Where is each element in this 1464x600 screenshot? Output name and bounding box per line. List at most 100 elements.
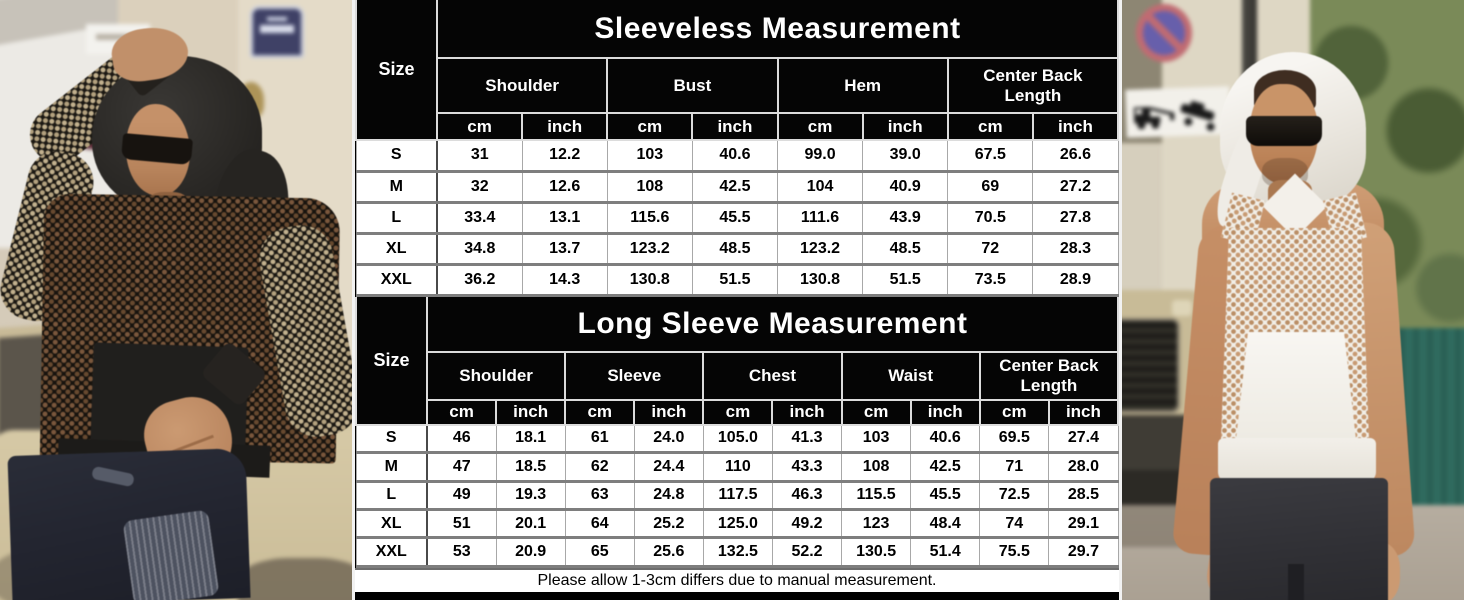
measurement-value: 24.4 bbox=[633, 452, 704, 483]
measurement-value: 43.3 bbox=[771, 452, 843, 483]
measurement-value: 110 bbox=[702, 452, 773, 483]
right-product-photo bbox=[1122, 0, 1464, 600]
measurement-value: 49.2 bbox=[771, 508, 843, 540]
unit-header-inch: inch bbox=[691, 112, 779, 141]
size-label: M bbox=[355, 452, 428, 483]
left-product-photo bbox=[0, 0, 352, 600]
size-label: L bbox=[355, 201, 438, 235]
measurement-value: 123 bbox=[841, 508, 912, 540]
unit-header-cm: cm bbox=[946, 112, 1034, 141]
measurement-value: 27.4 bbox=[1048, 423, 1119, 455]
measurement-value: 73.5 bbox=[947, 263, 1034, 297]
size-label: M bbox=[355, 170, 438, 204]
measurement-value: 46.3 bbox=[771, 480, 843, 511]
solid-kangaroo-pocket bbox=[1236, 332, 1356, 440]
measurement-value: 103 bbox=[841, 423, 912, 455]
no-parking-sign-icon bbox=[1136, 4, 1192, 62]
measurement-value: 53 bbox=[426, 537, 497, 568]
plaque-text-line bbox=[260, 25, 294, 33]
measurement-value: 42.5 bbox=[691, 170, 779, 204]
measurement-value: 14.3 bbox=[521, 263, 608, 297]
measurement-value: 48.5 bbox=[691, 232, 779, 266]
unit-header-cm: cm bbox=[978, 398, 1050, 426]
measurement-value: 123.2 bbox=[776, 232, 864, 266]
measurement-value: 52.2 bbox=[771, 537, 843, 568]
tank-hem-band bbox=[1218, 438, 1376, 482]
table-title: Sleeveless Measurement bbox=[436, 0, 1119, 59]
measurement-value: 12.2 bbox=[521, 139, 608, 173]
measurement-value: 117.5 bbox=[702, 480, 773, 511]
measurement-value: 18.5 bbox=[495, 452, 566, 483]
size-label: S bbox=[355, 140, 438, 173]
measurement-value: 62 bbox=[564, 452, 635, 483]
measurement-value: 25.2 bbox=[633, 508, 704, 540]
pants-leg-split-shadow bbox=[1288, 564, 1304, 600]
measurement-value: 18.1 bbox=[495, 423, 566, 455]
unit-header-inch: inch bbox=[495, 398, 567, 426]
measurement-value: 41.3 bbox=[771, 423, 843, 455]
bottom-black-strip bbox=[355, 592, 1119, 600]
size-row-xxl: XXL 53 20.9 65 25.6 132.5 52.2 130.5 51.4 75.5 29.… bbox=[355, 537, 1119, 568]
measurement-value: 130.5 bbox=[841, 537, 912, 568]
sunglasses bbox=[1246, 116, 1322, 146]
size-row-s: S 46 18.1 61 24.0 105.0 41.3 103 40.6 69.5 27.4 bbox=[355, 423, 1119, 455]
jeans-ripped-patch bbox=[122, 509, 220, 600]
group-header-center-back-length: Center Back Length bbox=[946, 57, 1119, 114]
measurement-value: 46 bbox=[426, 423, 497, 455]
measurement-value: 61 bbox=[564, 423, 635, 455]
measurement-value: 24.8 bbox=[633, 480, 704, 511]
sleeveless-measurement-table: Size Sleeveless Measurement Shoulder Bust… bbox=[355, 0, 1119, 297]
measurement-value: 42.5 bbox=[910, 452, 981, 483]
size-row-m: M 32 12.6 108 42.5 104 40.9 69 27.2 bbox=[355, 170, 1119, 204]
charcoal-pants bbox=[1210, 478, 1388, 600]
measurement-value: 13.7 bbox=[521, 232, 608, 266]
measurement-value: 103 bbox=[606, 139, 693, 173]
size-row-s: S 31 12.2 103 40.6 99.0 39.0 67.5 26.6 bbox=[355, 139, 1119, 173]
measurement-tables: Size Sleeveless Measurement Shoulder Bust… bbox=[352, 0, 1122, 600]
group-header-shoulder: Shoulder bbox=[435, 57, 609, 114]
measurement-value: 125.0 bbox=[702, 508, 773, 540]
unit-header-cm: cm bbox=[564, 398, 636, 426]
measurement-value: 20.1 bbox=[495, 508, 566, 540]
measurement-value: 72.5 bbox=[979, 480, 1050, 511]
measurement-value: 40.6 bbox=[691, 139, 779, 173]
size-label: S bbox=[355, 424, 428, 455]
measurement-value: 20.9 bbox=[495, 537, 566, 568]
size-label: L bbox=[355, 480, 428, 511]
measurement-disclaimer: Please allow 1-3cm differs due to manual… bbox=[355, 567, 1119, 592]
unit-header-inch: inch bbox=[633, 398, 705, 426]
measurement-value: 132.5 bbox=[702, 537, 773, 568]
measurement-value: 13.1 bbox=[521, 201, 608, 235]
tow-away-sign bbox=[1125, 86, 1231, 138]
measurement-value: 40.9 bbox=[862, 170, 949, 204]
measurement-value: 51.5 bbox=[691, 263, 779, 297]
measurement-value: 51.4 bbox=[910, 537, 981, 568]
title-row: Size Long Sleeve Measurement bbox=[355, 296, 1119, 426]
group-header-sleeve: Sleeve bbox=[564, 350, 705, 401]
measurement-value: 111.6 bbox=[776, 201, 864, 235]
size-label: XL bbox=[355, 508, 428, 540]
unit-header-inch: inch bbox=[861, 112, 949, 141]
measurement-value: 24.0 bbox=[633, 423, 704, 455]
unit-header-row: cm inch cm inch cm inch cm inch bbox=[356, 112, 1119, 141]
title-row: Size Sleeveless Measurement bbox=[355, 0, 1119, 141]
tow-truck-icon bbox=[1133, 101, 1215, 131]
measurement-value: 69 bbox=[947, 170, 1034, 204]
unit-header-cm: cm bbox=[702, 398, 774, 426]
car-shadow bbox=[238, 558, 352, 600]
measurement-value: 74 bbox=[979, 508, 1050, 540]
measurement-value: 75.5 bbox=[979, 537, 1050, 568]
size-row-xl: XL 34.8 13.7 123.2 48.5 123.2 48.5 72 28.3 bbox=[355, 232, 1119, 266]
measurement-value: 27.8 bbox=[1032, 201, 1119, 235]
measurement-value: 72 bbox=[947, 232, 1034, 266]
unit-header-inch: inch bbox=[521, 112, 609, 141]
measurement-value: 25.6 bbox=[633, 537, 704, 568]
table-title: Long Sleeve Measurement bbox=[426, 296, 1119, 353]
measurement-value: 49 bbox=[426, 480, 497, 511]
size-row-xxl: XXL 36.2 14.3 130.8 51.5 130.8 51.5 73.5 28.9 bbox=[355, 263, 1119, 297]
measurement-value: 34.8 bbox=[436, 232, 523, 266]
measurement-value: 29.1 bbox=[1048, 508, 1119, 540]
measurement-value: 108 bbox=[841, 452, 912, 483]
plaque-text-line bbox=[267, 17, 287, 21]
measurement-value: 115.6 bbox=[606, 201, 693, 235]
